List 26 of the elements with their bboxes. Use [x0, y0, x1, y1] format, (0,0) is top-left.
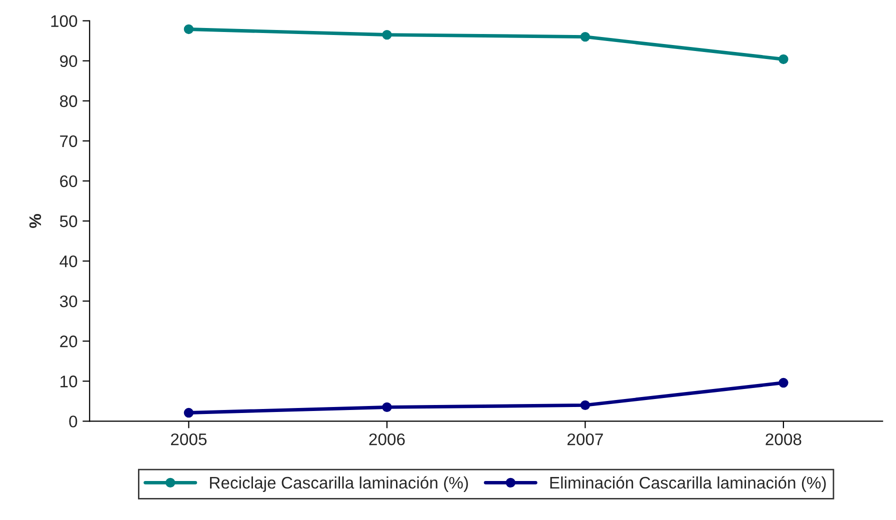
- y-tick-label: 70: [60, 135, 78, 148]
- point: [580, 32, 590, 42]
- y-tick-label: 30: [60, 295, 78, 308]
- y-tick-label: 100: [51, 15, 78, 28]
- point: [778, 54, 788, 64]
- legend-label: Eliminación Cascarilla laminación (%): [550, 476, 826, 492]
- point: [184, 24, 194, 34]
- x-tick-label: 2005: [171, 433, 207, 446]
- y-tick-label: 0: [69, 416, 78, 428]
- y-tick-label: 60: [60, 175, 78, 188]
- y-axis-title: %: [29, 214, 42, 228]
- legend-label: Reciclaje Cascarilla laminación (%): [210, 476, 468, 492]
- x-tick-label: 2008: [766, 433, 802, 446]
- point: [184, 408, 194, 418]
- x-tick-label: 2007: [568, 433, 603, 446]
- y-tick-label: 80: [60, 95, 78, 108]
- point: [382, 30, 392, 40]
- y-tick-label: 40: [60, 255, 78, 268]
- point: [580, 400, 590, 410]
- x-tick-label: 2006: [369, 433, 405, 446]
- y-tick-label: 90: [60, 55, 78, 68]
- y-tick-label: 20: [60, 336, 78, 348]
- y-tick-label: 50: [60, 215, 78, 228]
- point: [382, 402, 392, 412]
- y-tick-label: 10: [60, 376, 78, 388]
- point: [778, 378, 788, 388]
